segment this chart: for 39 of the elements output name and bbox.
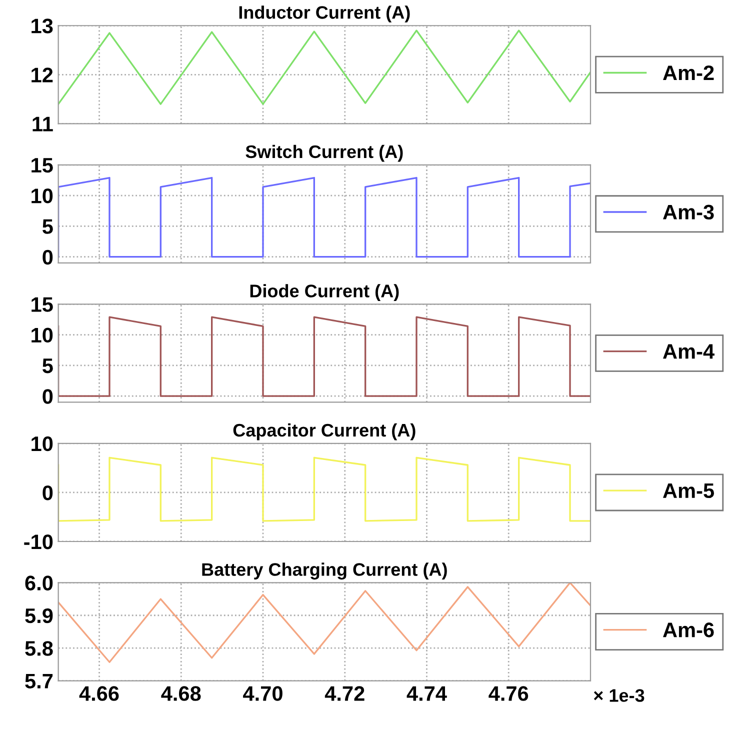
x-tick-label: 4.70 [243, 686, 282, 701]
x-tick-label: 4.68 [161, 686, 201, 701]
x-tick-label: 4.74 [406, 686, 447, 701]
legend-label: Am-2 [662, 65, 714, 80]
chart-title: Switch Current (A) [246, 144, 403, 162]
y-tick-label: 5.7 [25, 674, 53, 689]
y-tick-label: 5.8 [25, 641, 53, 656]
legend-label: Am-5 [662, 484, 714, 498]
y-tick-label: 5 [42, 358, 53, 374]
y-tick-label: 6.0 [25, 576, 53, 590]
y-tick-label: -10 [24, 534, 53, 550]
chart-title: Battery Charging Current (A) [202, 562, 447, 580]
y-tick-label: 0 [42, 389, 53, 404]
y-tick-label: 10 [32, 436, 53, 452]
legend-label: Am-3 [662, 204, 714, 220]
y-tick-label: 12 [32, 68, 53, 82]
y-tick-label: 10 [32, 328, 53, 343]
y-tick-label: 15 [32, 297, 53, 312]
y-tick-label: 11 [32, 116, 53, 132]
y-tick-label: 13 [32, 18, 53, 34]
chart-title: Capacitor Current (A) [233, 423, 416, 440]
line-series [58, 176, 590, 258]
x-tick-label: 4.66 [79, 686, 119, 701]
text: × 1e-3 [594, 689, 644, 702]
line-series [58, 30, 590, 105]
y-tick-label: 0 [42, 485, 53, 500]
y-tick-label: 5.9 [25, 608, 53, 624]
chart-title: Diode Current (A) [250, 284, 399, 301]
chart-title: Inductor Current (A) [239, 6, 410, 22]
x-tick-label: 4.72 [324, 686, 364, 701]
x-tick-label: 4.76 [488, 686, 528, 701]
y-tick-label: 15 [32, 158, 53, 173]
y-tick-label: 5 [42, 219, 53, 234]
line-series [58, 316, 590, 397]
legend-label: Am-6 [662, 622, 714, 638]
y-tick-label: 0 [42, 250, 53, 265]
y-tick-label: 10 [32, 188, 53, 204]
legend-label: Am-4 [662, 344, 714, 359]
line-series [58, 456, 590, 522]
